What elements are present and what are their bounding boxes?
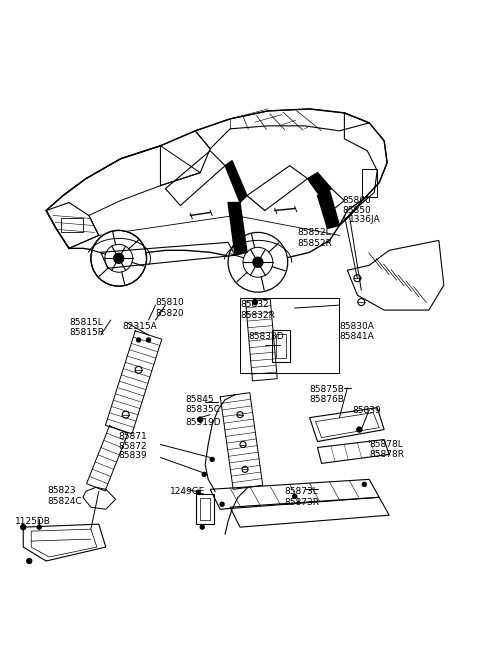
Circle shape — [357, 427, 362, 432]
Circle shape — [253, 257, 263, 267]
Bar — [240, 298, 339, 373]
Bar — [362, 169, 377, 196]
Circle shape — [146, 338, 151, 342]
Text: 85833D: 85833D — [248, 332, 284, 341]
Circle shape — [37, 525, 41, 529]
Circle shape — [202, 472, 206, 476]
Bar — [200, 498, 210, 520]
Text: 85823
85824C: 85823 85824C — [47, 486, 82, 506]
Text: 85839: 85839 — [352, 405, 381, 415]
Circle shape — [91, 231, 146, 286]
Circle shape — [137, 338, 141, 342]
Text: 1336JA: 1336JA — [349, 215, 381, 225]
Text: 85830A
85841A: 85830A 85841A — [339, 322, 374, 341]
Text: 82315A: 82315A — [123, 322, 157, 331]
Text: 85875B
85876B: 85875B 85876B — [310, 384, 345, 404]
Text: 85845
85835C: 85845 85835C — [185, 395, 220, 414]
Text: 85878L
85878R: 85878L 85878R — [369, 440, 404, 459]
Text: 85319D: 85319D — [185, 418, 221, 426]
Text: 85815L
85815R: 85815L 85815R — [69, 318, 104, 337]
Text: 85873L
85873R: 85873L 85873R — [285, 487, 320, 507]
Polygon shape — [225, 160, 247, 202]
Polygon shape — [308, 173, 332, 196]
Circle shape — [210, 457, 214, 461]
Circle shape — [114, 253, 124, 263]
Text: 1249GE: 1249GE — [170, 487, 206, 496]
Circle shape — [293, 495, 297, 498]
Text: 85832
85832R: 85832 85832R — [240, 300, 275, 320]
Text: 85860
85850: 85860 85850 — [342, 196, 371, 215]
Circle shape — [362, 482, 366, 486]
Circle shape — [200, 525, 204, 529]
Polygon shape — [228, 202, 247, 255]
Polygon shape — [318, 191, 339, 229]
Circle shape — [220, 502, 224, 506]
Text: 85852L
85852R: 85852L 85852R — [298, 229, 333, 248]
Bar — [276, 334, 286, 358]
Text: 85839: 85839 — [119, 451, 147, 460]
Text: 1125DB: 1125DB — [15, 517, 51, 526]
Bar — [61, 219, 83, 233]
Circle shape — [21, 525, 26, 530]
Circle shape — [198, 417, 203, 422]
Circle shape — [27, 559, 32, 563]
Bar — [196, 495, 214, 524]
Text: 85871
85872: 85871 85872 — [119, 432, 147, 451]
Text: 85810
85820: 85810 85820 — [156, 298, 184, 318]
Circle shape — [228, 233, 288, 292]
Circle shape — [252, 299, 257, 305]
Bar — [272, 330, 290, 362]
Circle shape — [196, 491, 200, 495]
